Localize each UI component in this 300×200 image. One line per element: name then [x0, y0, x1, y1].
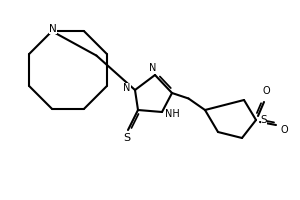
Text: S: S [123, 133, 130, 143]
Text: NH: NH [165, 109, 179, 119]
Text: N: N [149, 63, 157, 73]
Text: O: O [262, 86, 270, 96]
Text: O: O [280, 125, 288, 135]
Text: N: N [49, 24, 57, 34]
Text: S: S [261, 115, 267, 125]
Text: N: N [123, 83, 131, 93]
